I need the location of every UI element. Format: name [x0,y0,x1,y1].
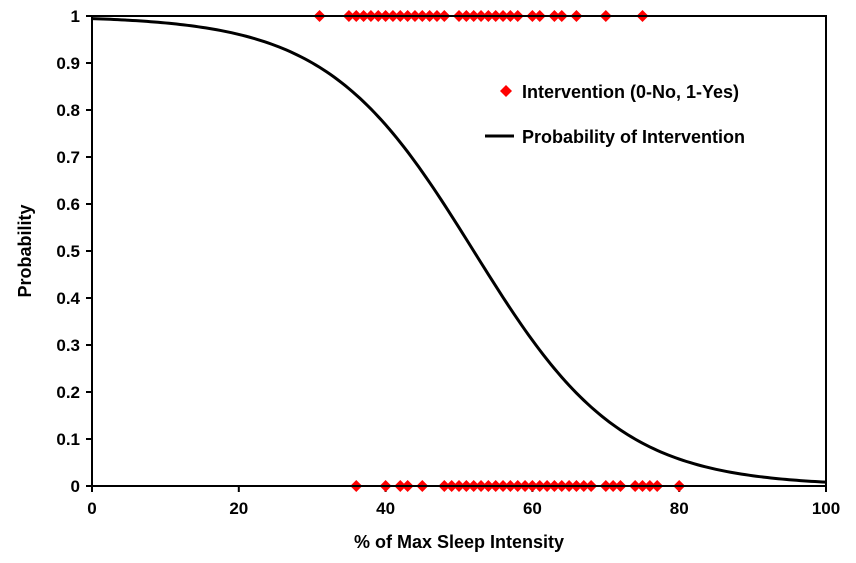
y-tick-label: 0.2 [56,383,80,402]
y-axis-ticks: 0 0.1 0.2 0.3 0.4 0.5 0.6 0.7 0.8 0.9 1 [56,7,92,496]
legend: Intervention (0-No, 1-Yes) Probability o… [485,82,745,147]
x-tick-label: 0 [87,499,96,518]
x-tick-label: 20 [229,499,248,518]
legend-label-probability: Probability of Intervention [522,127,745,147]
x-tick-label: 100 [812,499,840,518]
y-tick-label: 0 [71,477,80,496]
plot-area-frame [91,15,827,487]
y-tick-label: 0.6 [56,195,80,214]
y-tick-label: 0.3 [56,336,80,355]
x-tick-label: 60 [523,499,542,518]
y-tick-label: 0.4 [56,289,80,308]
y-tick-label: 0.7 [56,148,80,167]
legend-item-probability: Probability of Intervention [485,127,745,147]
x-tick-label: 40 [376,499,395,518]
y-tick-label: 0.8 [56,101,80,120]
y-tick-label: 0.1 [56,430,80,449]
y-axis-title: Probability [15,204,35,297]
y-tick-label: 0.9 [56,54,80,73]
x-axis-ticks: 0 20 40 60 80 100 [87,486,840,518]
y-tick-label: 0.5 [56,242,80,261]
series-layer [91,10,827,492]
legend-item-intervention: Intervention (0-No, 1-Yes) [500,82,739,102]
y-tick-label: 1 [71,7,80,26]
x-tick-label: 80 [670,499,689,518]
probability-curve [91,17,827,484]
legend-diamond-marker [500,85,512,97]
legend-label-intervention: Intervention (0-No, 1-Yes) [522,82,739,102]
x-axis-title: % of Max Sleep Intensity [354,532,564,552]
